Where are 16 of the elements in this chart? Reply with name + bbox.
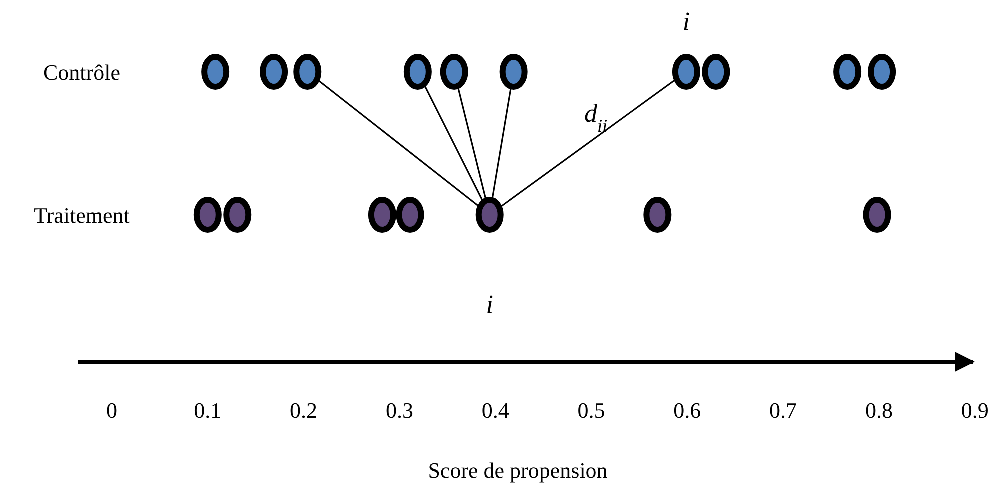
x-tick-label: 0.5: [578, 398, 606, 423]
annotation: i: [486, 290, 494, 319]
annotation: i: [682, 7, 690, 36]
x-tick-label: 0: [106, 398, 118, 423]
x-tick-label: 0.6: [674, 398, 702, 423]
x-tick-label: 0.9: [961, 398, 989, 423]
annotation: d$_{ii}$: [584, 99, 608, 136]
x-tick-label: 0.3: [386, 398, 414, 423]
x-tick-label: 0.8: [865, 398, 893, 423]
y-tick-label: Contrôle: [44, 60, 120, 85]
y-tick-label: Traitement: [34, 203, 130, 228]
x-tick-label: 0.2: [290, 398, 318, 423]
x-tick-label: 0.4: [482, 398, 510, 423]
x-axis-title: Score de propension: [428, 458, 608, 483]
x-tick-label: 0.7: [770, 398, 798, 423]
x-tick-label: 0.1: [194, 398, 222, 423]
